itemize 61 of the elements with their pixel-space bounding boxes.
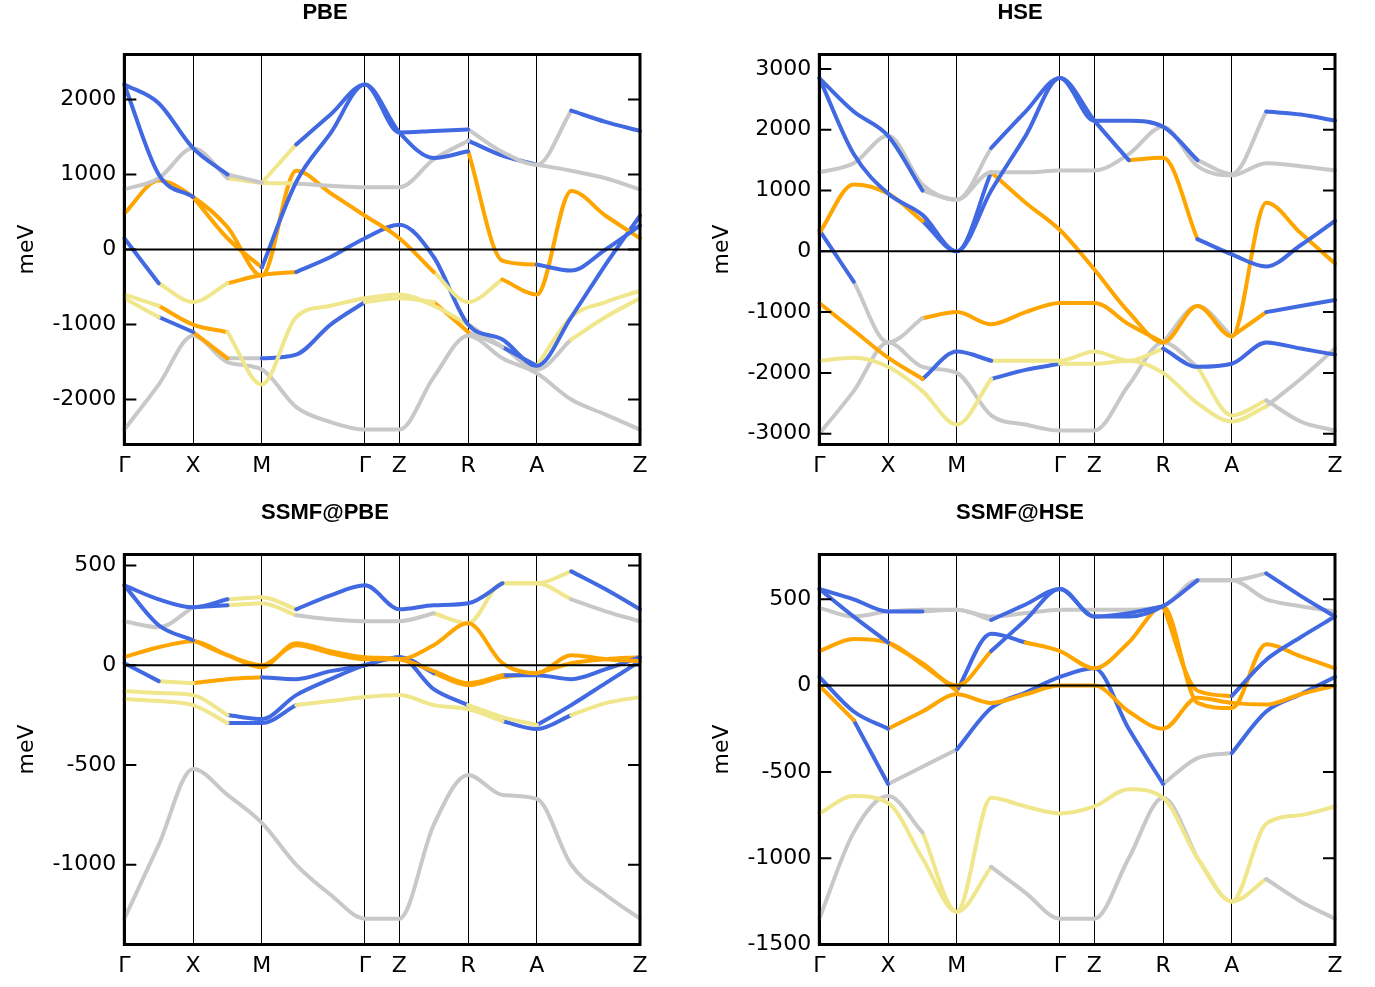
y-tick-label: 0 xyxy=(102,650,117,676)
x-tick-label: Z xyxy=(391,951,407,977)
y-axis-title: meV xyxy=(707,724,733,775)
x-tick-label: Z xyxy=(632,951,648,977)
x-tick-label: Γ xyxy=(813,451,827,477)
chart-title: PBE xyxy=(302,0,348,25)
y-tick-label: -2000 xyxy=(747,358,812,384)
y-tick-label: -2000 xyxy=(52,385,117,411)
x-tick-label: R xyxy=(460,951,476,977)
x-tick-label: Γ xyxy=(358,451,372,477)
y-tick-label: -1000 xyxy=(52,850,117,876)
x-tick-label: Γ xyxy=(813,951,827,977)
chart-title: SSMF@HSE xyxy=(956,499,1084,525)
y-tick-label: -3000 xyxy=(747,419,812,445)
x-tick-label: X xyxy=(185,451,201,477)
y-tick-label: 2000 xyxy=(60,85,117,111)
x-tick-label: M xyxy=(947,451,967,477)
y-tick-label: 1000 xyxy=(755,176,812,202)
x-tick-label: Γ xyxy=(1053,451,1067,477)
x-tick-label: Z xyxy=(391,451,407,477)
x-tick-label: Z xyxy=(1086,951,1102,977)
y-tick-label: 500 xyxy=(769,585,812,611)
y-tick-label: 2000 xyxy=(755,115,812,141)
x-tick-label: R xyxy=(460,451,476,477)
x-tick-label: Z xyxy=(1327,951,1343,977)
x-tick-label: A xyxy=(529,951,545,977)
x-tick-label: R xyxy=(1155,451,1171,477)
x-tick-label: Γ xyxy=(118,951,132,977)
x-tick-label: M xyxy=(947,951,967,977)
y-tick-label: -500 xyxy=(66,750,117,776)
y-axis-title: meV xyxy=(707,224,733,275)
x-tick-label: A xyxy=(1224,951,1240,977)
x-tick-label: X xyxy=(880,951,896,977)
x-tick-label: Z xyxy=(1086,451,1102,477)
x-tick-label: X xyxy=(185,951,201,977)
x-tick-label: Z xyxy=(1327,451,1343,477)
y-tick-label: -1000 xyxy=(747,297,812,323)
chart-title: HSE xyxy=(997,0,1043,25)
chart-title: SSMF@PBE xyxy=(261,499,389,525)
y-tick-label: -500 xyxy=(761,757,812,783)
x-tick-label: Γ xyxy=(118,451,132,477)
x-tick-label: A xyxy=(529,451,545,477)
x-tick-label: R xyxy=(1155,951,1171,977)
y-axis-title: meV xyxy=(12,224,38,275)
y-axis-title: meV xyxy=(12,724,38,775)
y-tick-label: -1500 xyxy=(747,930,812,956)
y-tick-label: -1000 xyxy=(747,843,812,869)
y-tick-label: 1000 xyxy=(60,160,117,186)
x-tick-label: A xyxy=(1224,451,1240,477)
x-tick-label: M xyxy=(252,951,272,977)
x-tick-label: M xyxy=(252,451,272,477)
y-tick-label: 0 xyxy=(797,237,812,263)
x-tick-label: Γ xyxy=(358,951,372,977)
x-tick-label: X xyxy=(880,451,896,477)
y-tick-label: 0 xyxy=(797,671,812,697)
y-tick-label: 500 xyxy=(74,551,117,577)
x-tick-label: Γ xyxy=(1053,951,1067,977)
y-tick-label: 3000 xyxy=(755,54,812,80)
x-tick-label: Z xyxy=(632,451,648,477)
y-tick-label: -1000 xyxy=(52,310,117,336)
y-tick-label: 0 xyxy=(102,235,117,261)
